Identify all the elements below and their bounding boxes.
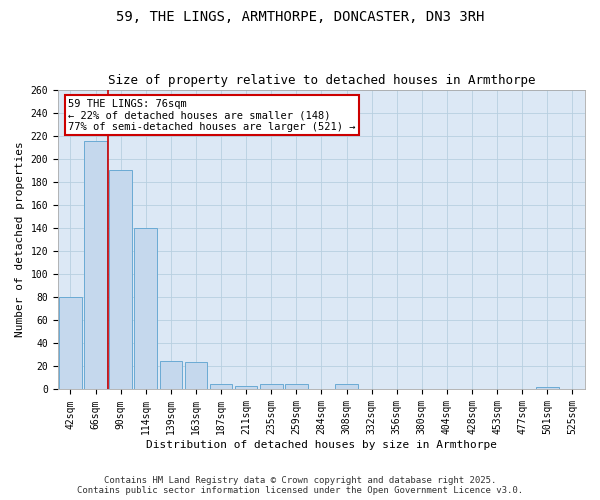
Bar xyxy=(335,384,358,390)
Text: Contains HM Land Registry data © Crown copyright and database right 2025.
Contai: Contains HM Land Registry data © Crown c… xyxy=(77,476,523,495)
Y-axis label: Number of detached properties: Number of detached properties xyxy=(15,142,25,338)
Text: 59, THE LINGS, ARMTHORPE, DONCASTER, DN3 3RH: 59, THE LINGS, ARMTHORPE, DONCASTER, DN3… xyxy=(116,10,484,24)
Bar xyxy=(285,384,308,390)
Title: Size of property relative to detached houses in Armthorpe: Size of property relative to detached ho… xyxy=(108,74,535,87)
Bar xyxy=(134,228,157,390)
Bar xyxy=(84,142,107,390)
Bar xyxy=(160,360,182,390)
Bar xyxy=(210,384,232,390)
Bar xyxy=(235,386,257,390)
Bar xyxy=(260,384,283,390)
X-axis label: Distribution of detached houses by size in Armthorpe: Distribution of detached houses by size … xyxy=(146,440,497,450)
Text: 59 THE LINGS: 76sqm
← 22% of detached houses are smaller (148)
77% of semi-detac: 59 THE LINGS: 76sqm ← 22% of detached ho… xyxy=(68,98,356,132)
Bar xyxy=(536,387,559,390)
Bar xyxy=(185,362,207,390)
Bar xyxy=(59,297,82,390)
Bar xyxy=(109,170,132,390)
